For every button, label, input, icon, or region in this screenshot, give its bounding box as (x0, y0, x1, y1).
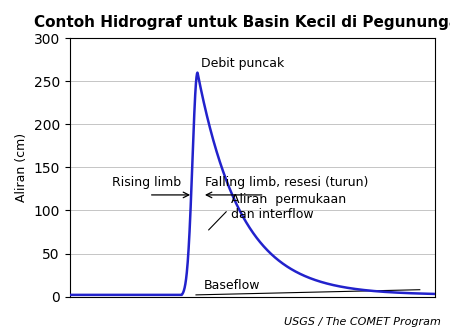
Text: Aliran  permukaan
dan interflow: Aliran permukaan dan interflow (209, 193, 346, 230)
Text: Baseflow: Baseflow (203, 279, 260, 292)
Text: Falling limb, resesi (turun): Falling limb, resesi (turun) (205, 176, 369, 189)
Text: USGS / The COMET Program: USGS / The COMET Program (284, 317, 441, 327)
Y-axis label: Aliran (cm): Aliran (cm) (15, 133, 28, 202)
Text: Rising limb: Rising limb (112, 176, 181, 189)
Title: Contoh Hidrograf untuk Basin Kecil di Pegunungan: Contoh Hidrograf untuk Basin Kecil di Pe… (34, 15, 450, 30)
Text: Debit puncak: Debit puncak (201, 57, 284, 71)
